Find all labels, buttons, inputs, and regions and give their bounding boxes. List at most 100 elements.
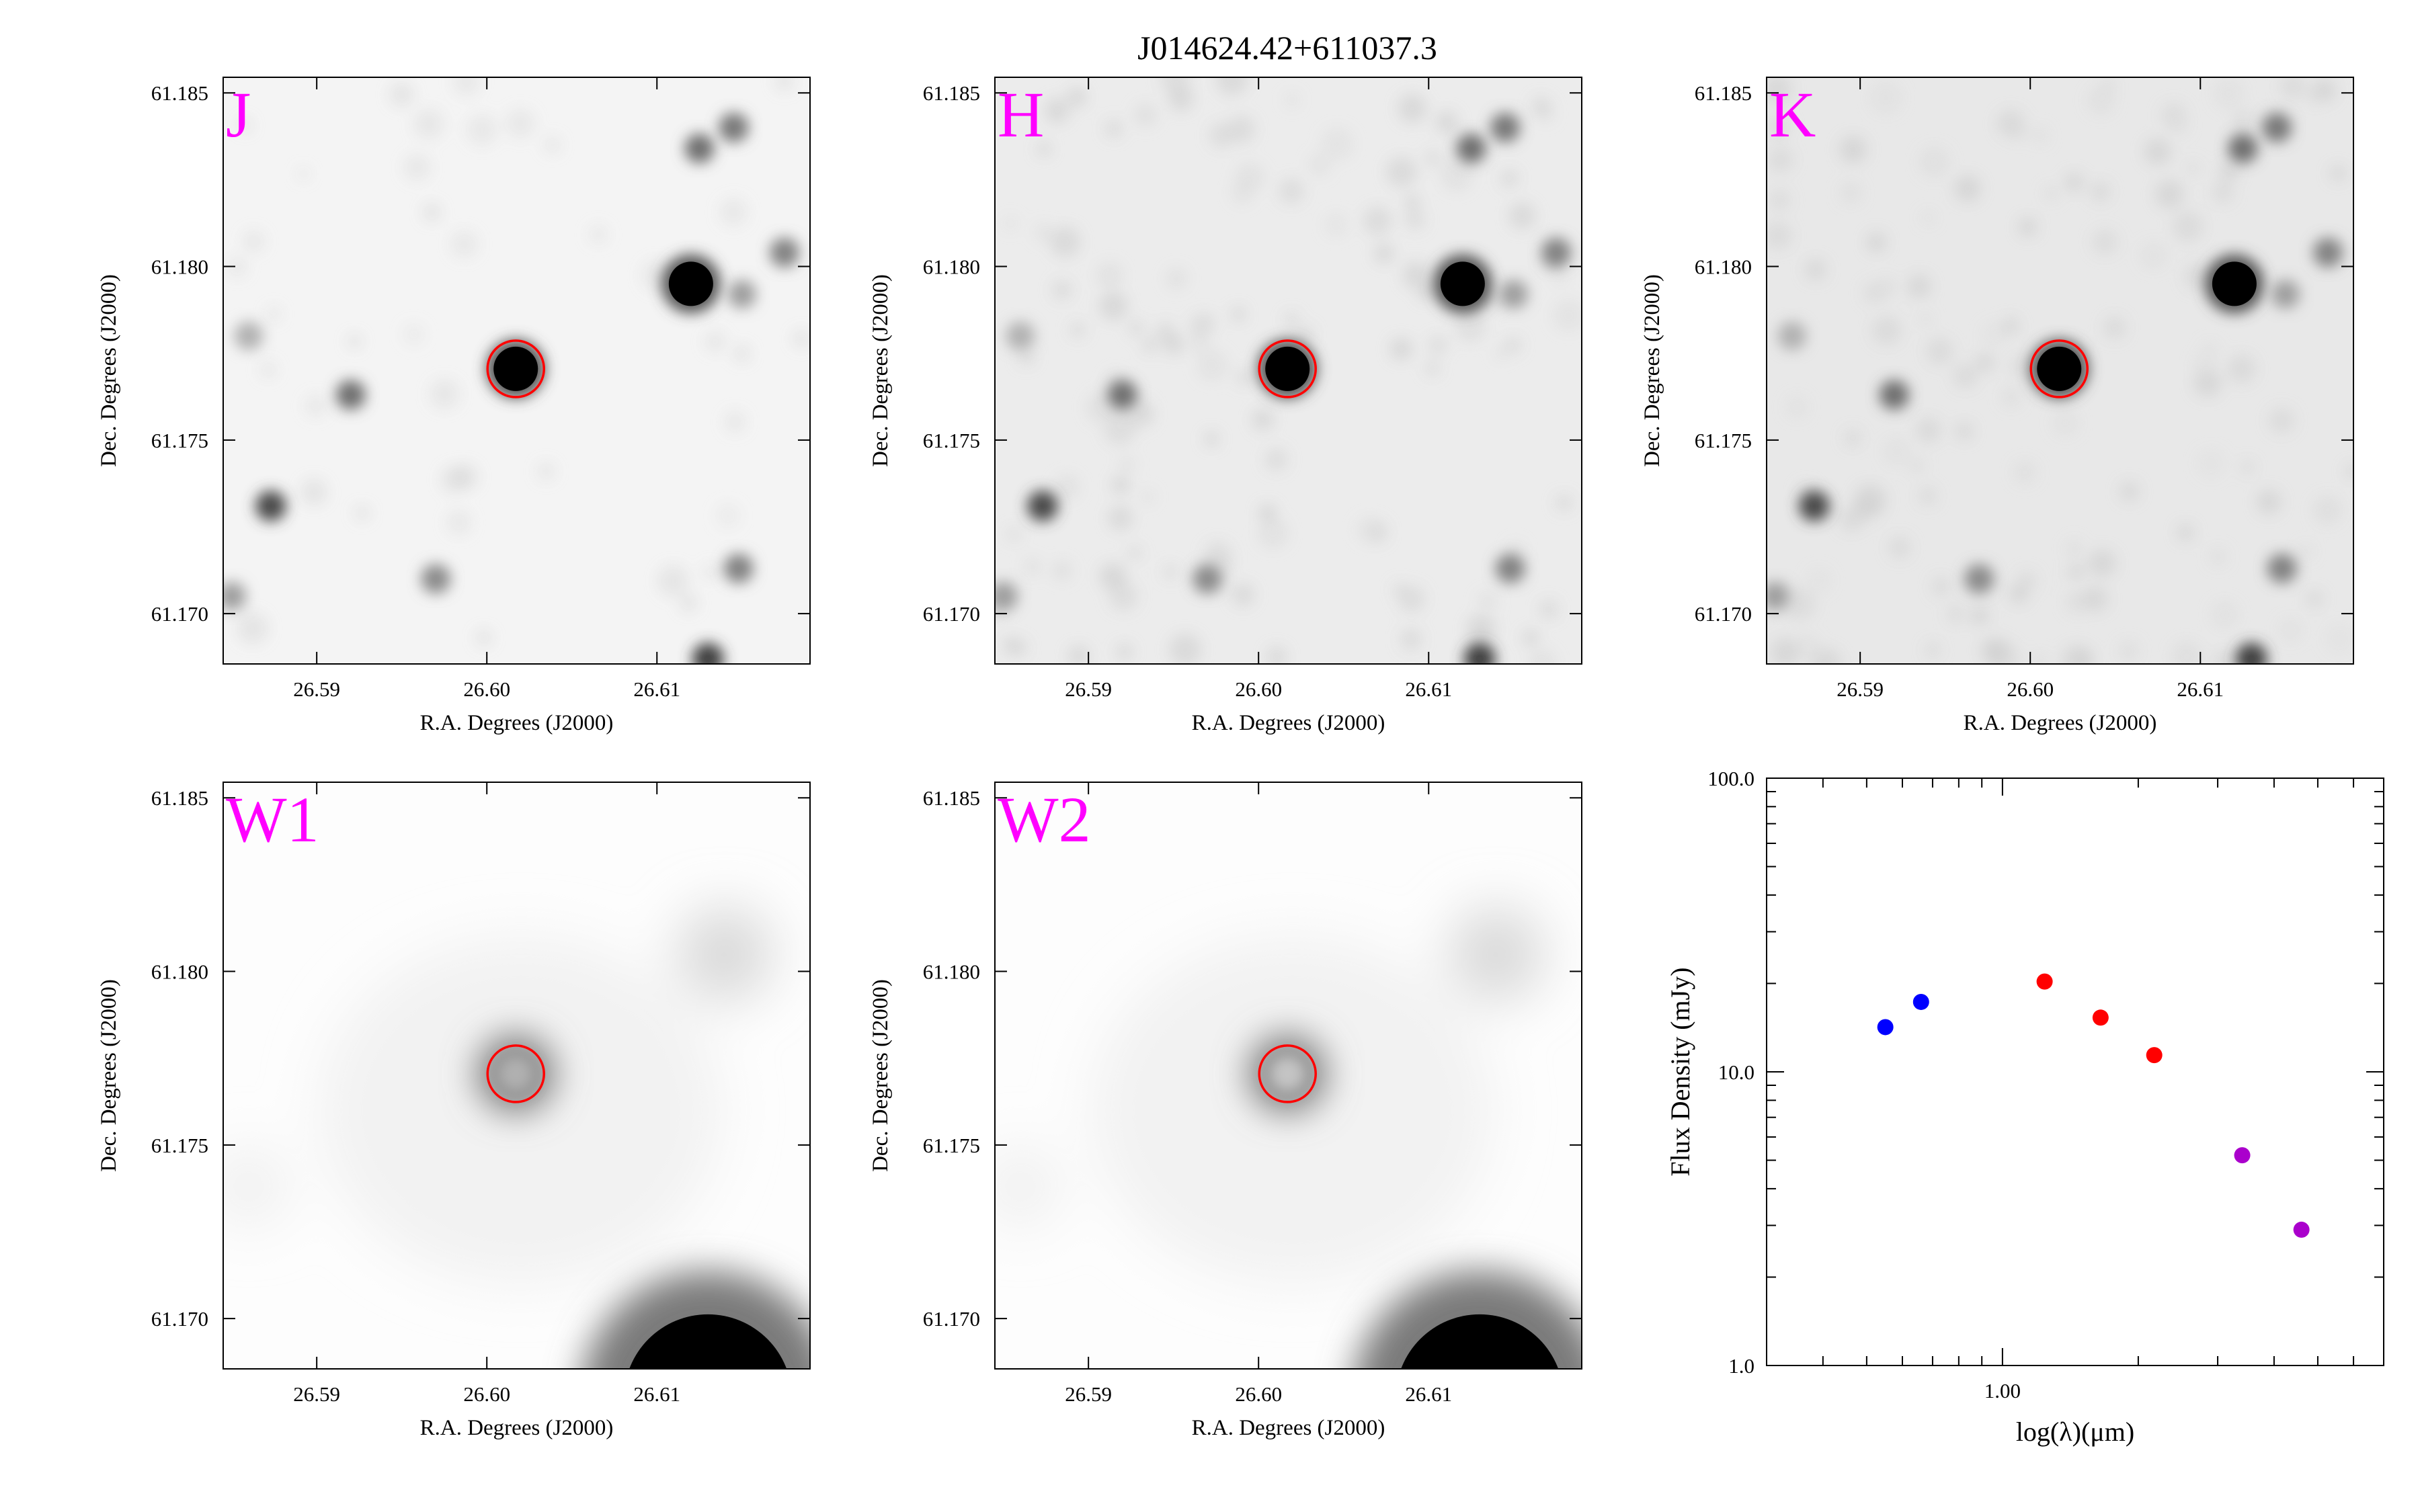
star: [255, 491, 286, 521]
y-axis-label: Dec. Degrees (J2000): [97, 274, 121, 467]
y-tick-label: 61.180: [1695, 255, 1752, 279]
star: [421, 564, 451, 594]
data-point: [2092, 1009, 2109, 1026]
panel-frame: [1766, 77, 2354, 665]
star: [995, 582, 1018, 611]
y-tick-label: 61.175: [923, 429, 980, 452]
x-tick-label: 26.61: [633, 677, 680, 701]
y-axis-label: Dec. Degrees (J2000): [869, 979, 893, 1172]
star: [223, 582, 246, 611]
sed-chart: 1.0 10.0 100.0 1.00 log(λ)(μm) Flux Density (…: [1665, 767, 2384, 1447]
figure-title: J014624.42+611037.3: [1137, 29, 1437, 67]
x-tick-label: 26.60: [1235, 677, 1282, 701]
x-tick-label: 26.60: [2007, 677, 2054, 701]
noise-texture: [1767, 77, 2353, 664]
sky-image: [995, 782, 1582, 1369]
y-tick-label: 61.180: [923, 960, 980, 984]
image-panel-j: J 26.59 26.60 26.61 61.185 61.180 61.175 61.170…: [97, 77, 811, 735]
star-field: [223, 112, 800, 664]
x-axis-label: R.A. Degrees (J2000): [1192, 711, 1385, 735]
y-tick-label: 61.185: [923, 81, 980, 105]
image-panels: J 26.59 26.60 26.61 61.185 61.180 61.175 61.170…: [97, 77, 2354, 1440]
star-core: [2037, 346, 2082, 391]
y-tick-label: 61.180: [923, 255, 980, 279]
star: [1463, 642, 1496, 664]
y-tick-label: 61.175: [1695, 429, 1752, 452]
image-panel-k: K 26.59 26.60 26.61 61.185 61.180 61.175 61.170…: [1640, 77, 2354, 735]
star-field: [995, 112, 1572, 664]
band-label: W1: [226, 784, 319, 855]
data-point: [1912, 993, 1929, 1010]
y-tick-label: 61.185: [151, 81, 208, 105]
band-label: W2: [998, 784, 1091, 855]
plot-frame: [1766, 778, 2384, 1366]
data-point: [2036, 973, 2053, 990]
x-tick-label: 1.00: [1984, 1379, 2021, 1402]
data-point: [2234, 1147, 2251, 1164]
x-axis-label: R.A. Degrees (J2000): [1192, 1416, 1385, 1440]
star-core: [2212, 261, 2257, 306]
x-tick-label: 26.60: [1235, 1382, 1282, 1406]
target-circle: [1258, 339, 1317, 398]
star: [1777, 321, 1807, 351]
x-axis-label: log(λ)(μm): [2016, 1417, 2134, 1447]
star: [684, 133, 715, 163]
target-circle: [486, 1044, 545, 1103]
star-core: [1440, 261, 1485, 306]
star: [1767, 582, 1789, 611]
target-core: [1268, 1054, 1307, 1093]
y-tick-label: 61.170: [923, 602, 980, 626]
star: [1027, 491, 1058, 521]
y-tick-label: 61.185: [151, 786, 208, 810]
star: [1490, 112, 1521, 142]
bright-star: [1401, 1314, 1559, 1369]
y-tick-label: 100.0: [1707, 767, 1755, 790]
star-field: [1767, 112, 2343, 664]
star: [770, 237, 800, 267]
star: [234, 321, 264, 351]
y-tick-label: 61.185: [923, 786, 980, 810]
y-tick-label: 10.0: [1718, 1060, 1755, 1084]
target-circle: [486, 339, 545, 398]
band-label: H: [998, 79, 1044, 151]
target-circle: [1258, 1044, 1317, 1103]
star: [723, 553, 754, 583]
star: [2271, 280, 2300, 309]
bright-star: [629, 1314, 787, 1369]
target-circle: [2029, 339, 2089, 398]
star: [1541, 237, 1572, 267]
star: [1799, 491, 1830, 521]
x-tick-label: 26.59: [1065, 1382, 1112, 1406]
data-point: [1877, 1019, 1894, 1036]
x-tick-label: 26.61: [1405, 1382, 1452, 1406]
y-tick-label: 61.170: [151, 602, 208, 626]
star: [692, 642, 724, 664]
star-core: [1265, 346, 1310, 391]
noise-texture: [227, 77, 810, 646]
star: [1495, 553, 1525, 583]
star: [1107, 380, 1137, 410]
star: [1193, 564, 1223, 594]
star-core: [668, 261, 713, 306]
y-axis-label: Dec. Degrees (J2000): [97, 979, 121, 1172]
x-tick-label: 26.60: [463, 1382, 510, 1406]
star: [335, 380, 366, 410]
star: [1964, 564, 1994, 594]
y-axis-label: Dec. Degrees (J2000): [1640, 274, 1664, 467]
star: [2235, 642, 2267, 664]
x-tick-label: 26.61: [2177, 677, 2224, 701]
star: [1456, 133, 1486, 163]
y-tick-label: 1.0: [1728, 1354, 1755, 1378]
x-tick-label: 26.61: [1405, 677, 1452, 701]
sky-image: [223, 77, 810, 664]
y-tick-label: 61.170: [151, 1307, 208, 1331]
star: [727, 280, 756, 309]
x-axis-label: R.A. Degrees (J2000): [420, 711, 614, 735]
target-core: [497, 1054, 535, 1093]
y-tick-label: 61.185: [1695, 81, 1752, 105]
star: [1499, 280, 1528, 309]
x-tick-label: 26.61: [633, 1382, 680, 1406]
y-axis-label: Dec. Degrees (J2000): [869, 274, 893, 467]
sky-image: [1767, 77, 2353, 664]
star: [2313, 237, 2343, 267]
